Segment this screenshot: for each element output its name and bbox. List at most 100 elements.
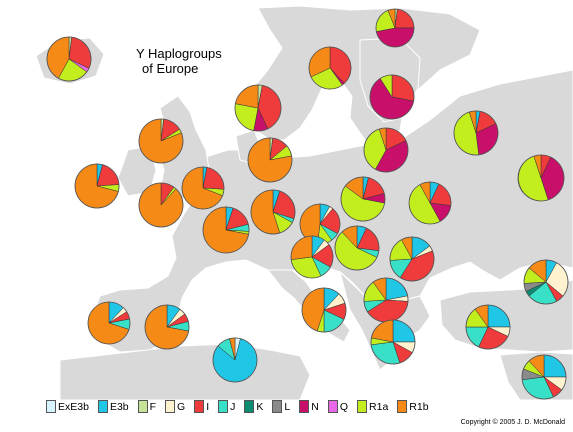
- title-line-1: Y Haplogroups: [136, 46, 222, 61]
- legend-label: Q: [339, 400, 349, 413]
- legend-swatch: [244, 400, 255, 413]
- pie-outline: [308, 46, 352, 90]
- pie-poland: [340, 176, 386, 222]
- copyright: Copyright © 2005 J. D. McDonald: [460, 419, 565, 426]
- legend-label: R1a: [369, 400, 389, 413]
- legend-item-j: J: [218, 400, 235, 413]
- pie-outline: [453, 110, 499, 156]
- pie-italy-north: [301, 287, 347, 333]
- legend-swatch: [327, 400, 338, 413]
- pie-russia-north: [453, 110, 499, 156]
- pie-spain-east: [144, 304, 190, 350]
- pie-outline: [138, 182, 184, 228]
- legend-item-exe3b: ExE3b: [46, 400, 89, 413]
- pie-iceland: [46, 36, 92, 82]
- pie-outline: [369, 74, 415, 120]
- pie-outline: [301, 287, 347, 333]
- legend-item-q: Q: [327, 400, 349, 413]
- pie-north-africa: [212, 337, 258, 383]
- pie-serbia: [363, 277, 409, 323]
- pie-outline: [202, 206, 250, 254]
- legend-item-f: F: [137, 400, 157, 413]
- legend: ExE3b E3b F G I J K L N Q R1a R1b: [46, 400, 438, 413]
- pie-outline: [87, 301, 131, 345]
- legend-item-r1b: R1b: [397, 400, 429, 413]
- pie-outline: [375, 8, 415, 48]
- legend-label: ExE3b: [58, 400, 89, 413]
- pie-outline: [363, 127, 409, 173]
- pie-netherlands: [74, 163, 120, 209]
- pie-outline: [334, 225, 380, 271]
- legend-swatch: [272, 400, 283, 413]
- legend-swatch: [218, 400, 229, 413]
- pie-outline: [523, 259, 569, 305]
- legend-swatch: [165, 400, 176, 413]
- pie-outline: [212, 337, 258, 383]
- pie-belarus: [408, 181, 452, 225]
- pie-sweden: [234, 84, 282, 132]
- pie-germany-south: [299, 203, 341, 245]
- legend-item-g: G: [165, 400, 185, 413]
- pie-norway: [308, 46, 352, 90]
- pie-outline: [46, 36, 92, 82]
- pie-outline: [389, 236, 435, 282]
- pie-outline: [138, 118, 184, 164]
- legend-item-i: I: [194, 400, 209, 413]
- legend-label: I: [206, 400, 210, 413]
- pie-norway-north: [375, 8, 415, 48]
- pie-outline: [234, 84, 282, 132]
- legend-label: J: [230, 400, 236, 413]
- pie-finland: [369, 74, 415, 120]
- pie-wales: [138, 182, 184, 228]
- pie-austria: [290, 235, 334, 279]
- legend-label: N: [311, 400, 319, 413]
- legend-item-e3b: E3b: [97, 400, 129, 413]
- legend-label: L: [284, 400, 291, 413]
- pie-outline: [250, 189, 296, 235]
- pie-france: [202, 206, 250, 254]
- legend-swatch: [299, 400, 310, 413]
- legend-label: K: [256, 400, 264, 413]
- pie-germany-north: [250, 189, 296, 235]
- legend-item-n: N: [299, 400, 319, 413]
- pie-outline: [247, 137, 293, 183]
- pie-russia-volga: [517, 154, 565, 202]
- pie-spain-west: [87, 301, 131, 345]
- legend-label: G: [177, 400, 186, 413]
- pie-anatolia-south: [521, 354, 567, 400]
- pie-scotland: [247, 137, 293, 183]
- pie-estonia: [363, 127, 409, 173]
- pie-outline: [144, 304, 190, 350]
- pie-layer: [46, 8, 569, 400]
- legend-swatch: [137, 400, 148, 413]
- pie-hungary: [334, 225, 380, 271]
- pie-outline: [521, 354, 567, 400]
- pie-ireland: [138, 118, 184, 164]
- legend-label: F: [149, 400, 157, 413]
- pie-outline: [290, 235, 334, 279]
- legend-swatch: [357, 400, 368, 413]
- pie-outline: [370, 319, 416, 365]
- pie-outline: [465, 304, 511, 350]
- pie-outline: [74, 163, 120, 209]
- pie-outline: [408, 181, 452, 225]
- pie-england: [181, 166, 225, 210]
- legend-label: E3b: [109, 400, 129, 413]
- pie-outline: [181, 166, 225, 210]
- legend-item-l: L: [272, 400, 290, 413]
- legend-item-r1a: R1a: [357, 400, 388, 413]
- pie-outline: [517, 154, 565, 202]
- pie-outline: [340, 176, 386, 222]
- pie-bulgaria: [465, 304, 511, 350]
- legend-swatch: [397, 400, 408, 413]
- legend-swatch: [194, 400, 205, 413]
- title-line-2: of Europe: [142, 61, 199, 76]
- pie-italy-south: [370, 319, 416, 365]
- map-title: Y Haplogroups of Europe: [136, 46, 222, 76]
- legend-swatch: [46, 400, 56, 413]
- pie-caucasus: [523, 259, 569, 305]
- legend-item-k: K: [244, 400, 263, 413]
- pie-romania: [389, 236, 435, 282]
